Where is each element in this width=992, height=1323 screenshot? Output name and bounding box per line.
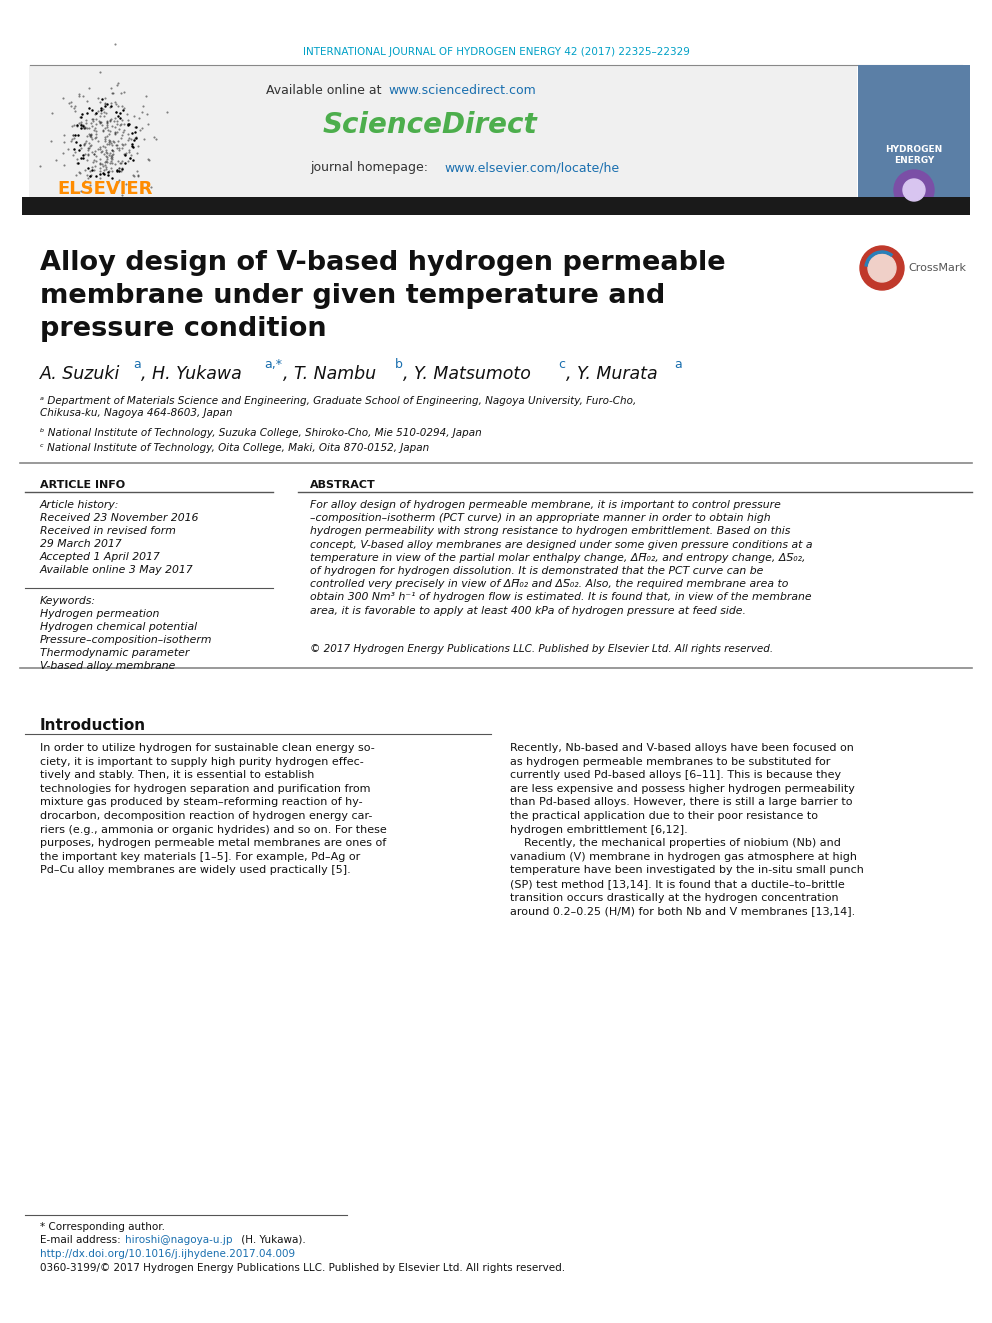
Text: Received in revised form: Received in revised form (40, 527, 176, 536)
Text: ELSEVIER: ELSEVIER (58, 180, 153, 198)
Text: membrane under given temperature and: membrane under given temperature and (40, 283, 666, 310)
Text: For alloy design of hydrogen permeable membrane, it is important to control pres: For alloy design of hydrogen permeable m… (310, 500, 812, 615)
Text: , T. Nambu: , T. Nambu (283, 365, 376, 382)
Text: , H. Yukawa: , H. Yukawa (141, 365, 242, 382)
Text: Keywords:: Keywords: (40, 595, 96, 606)
Text: 29 March 2017: 29 March 2017 (40, 538, 122, 549)
Text: Alloy design of V-based hydrogen permeable: Alloy design of V-based hydrogen permeab… (40, 250, 725, 277)
Text: ABSTRACT: ABSTRACT (310, 480, 376, 490)
Text: , Y. Murata: , Y. Murata (566, 365, 658, 382)
Text: V-based alloy membrane: V-based alloy membrane (40, 662, 176, 671)
FancyBboxPatch shape (29, 65, 857, 200)
Text: ᶜ National Institute of Technology, Oita College, Maki, Oita 870-0152, Japan: ᶜ National Institute of Technology, Oita… (40, 443, 430, 452)
Text: Available online at: Available online at (267, 83, 386, 97)
Text: INTERNATIONAL JOURNAL OF HYDROGEN ENERGY 42 (2017) 22325–22329: INTERNATIONAL JOURNAL OF HYDROGEN ENERGY… (303, 48, 689, 57)
Text: pressure condition: pressure condition (40, 316, 326, 343)
Text: b: b (395, 359, 403, 370)
Text: www.elsevier.com/locate/he: www.elsevier.com/locate/he (444, 161, 619, 175)
Text: Received 23 November 2016: Received 23 November 2016 (40, 513, 198, 523)
Text: ScienceDirect: ScienceDirect (322, 111, 538, 139)
Text: 0360-3199/© 2017 Hydrogen Energy Publications LLC. Published by Elsevier Ltd. Al: 0360-3199/© 2017 Hydrogen Energy Publica… (40, 1263, 565, 1273)
Text: Available online 3 May 2017: Available online 3 May 2017 (40, 565, 193, 576)
Text: In order to utilize hydrogen for sustainable clean energy so-
ciety, it is impor: In order to utilize hydrogen for sustain… (40, 744, 387, 876)
Text: http://dx.doi.org/10.1016/j.ijhydene.2017.04.009: http://dx.doi.org/10.1016/j.ijhydene.201… (40, 1249, 296, 1259)
Text: Pressure–composition–isotherm: Pressure–composition–isotherm (40, 635, 212, 646)
Text: ᵇ National Institute of Technology, Suzuka College, Shiroko-Cho, Mie 510-0294, J: ᵇ National Institute of Technology, Suzu… (40, 429, 482, 438)
Text: ARTICLE INFO: ARTICLE INFO (40, 480, 125, 490)
Text: CrossMark: CrossMark (908, 263, 966, 273)
Text: (H. Yukawa).: (H. Yukawa). (238, 1234, 306, 1245)
Circle shape (868, 254, 896, 282)
Text: a: a (674, 359, 682, 370)
Text: Introduction: Introduction (40, 718, 146, 733)
Text: Accepted 1 April 2017: Accepted 1 April 2017 (40, 552, 161, 562)
FancyBboxPatch shape (22, 197, 970, 216)
Text: ᵃ Department of Materials Science and Engineering, Graduate School of Engineerin: ᵃ Department of Materials Science and En… (40, 396, 636, 418)
Text: hiroshi@nagoya-u.jp: hiroshi@nagoya-u.jp (125, 1234, 232, 1245)
Text: Article history:: Article history: (40, 500, 119, 509)
Circle shape (894, 169, 934, 210)
Text: Hydrogen chemical potential: Hydrogen chemical potential (40, 622, 197, 632)
Text: E-mail address:: E-mail address: (40, 1234, 124, 1245)
Text: a,*: a,* (264, 359, 282, 370)
Circle shape (860, 246, 904, 290)
Text: journal homepage:: journal homepage: (310, 161, 432, 175)
Text: A. Suzuki: A. Suzuki (40, 365, 120, 382)
Text: Hydrogen permeation: Hydrogen permeation (40, 609, 160, 619)
FancyBboxPatch shape (858, 65, 970, 200)
Text: HYDROGEN
ENERGY: HYDROGEN ENERGY (886, 146, 942, 164)
Text: c: c (558, 359, 565, 370)
Text: , Y. Matsumoto: , Y. Matsumoto (403, 365, 531, 382)
Text: a: a (133, 359, 141, 370)
Text: Recently, Nb-based and V-based alloys have been focused on
as hydrogen permeable: Recently, Nb-based and V-based alloys ha… (510, 744, 864, 917)
Text: © 2017 Hydrogen Energy Publications LLC. Published by Elsevier Ltd. All rights r: © 2017 Hydrogen Energy Publications LLC.… (310, 644, 773, 654)
Text: Thermodynamic parameter: Thermodynamic parameter (40, 648, 189, 658)
Text: * Corresponding author.: * Corresponding author. (40, 1222, 165, 1232)
Circle shape (903, 179, 925, 201)
Text: www.sciencedirect.com: www.sciencedirect.com (388, 83, 536, 97)
